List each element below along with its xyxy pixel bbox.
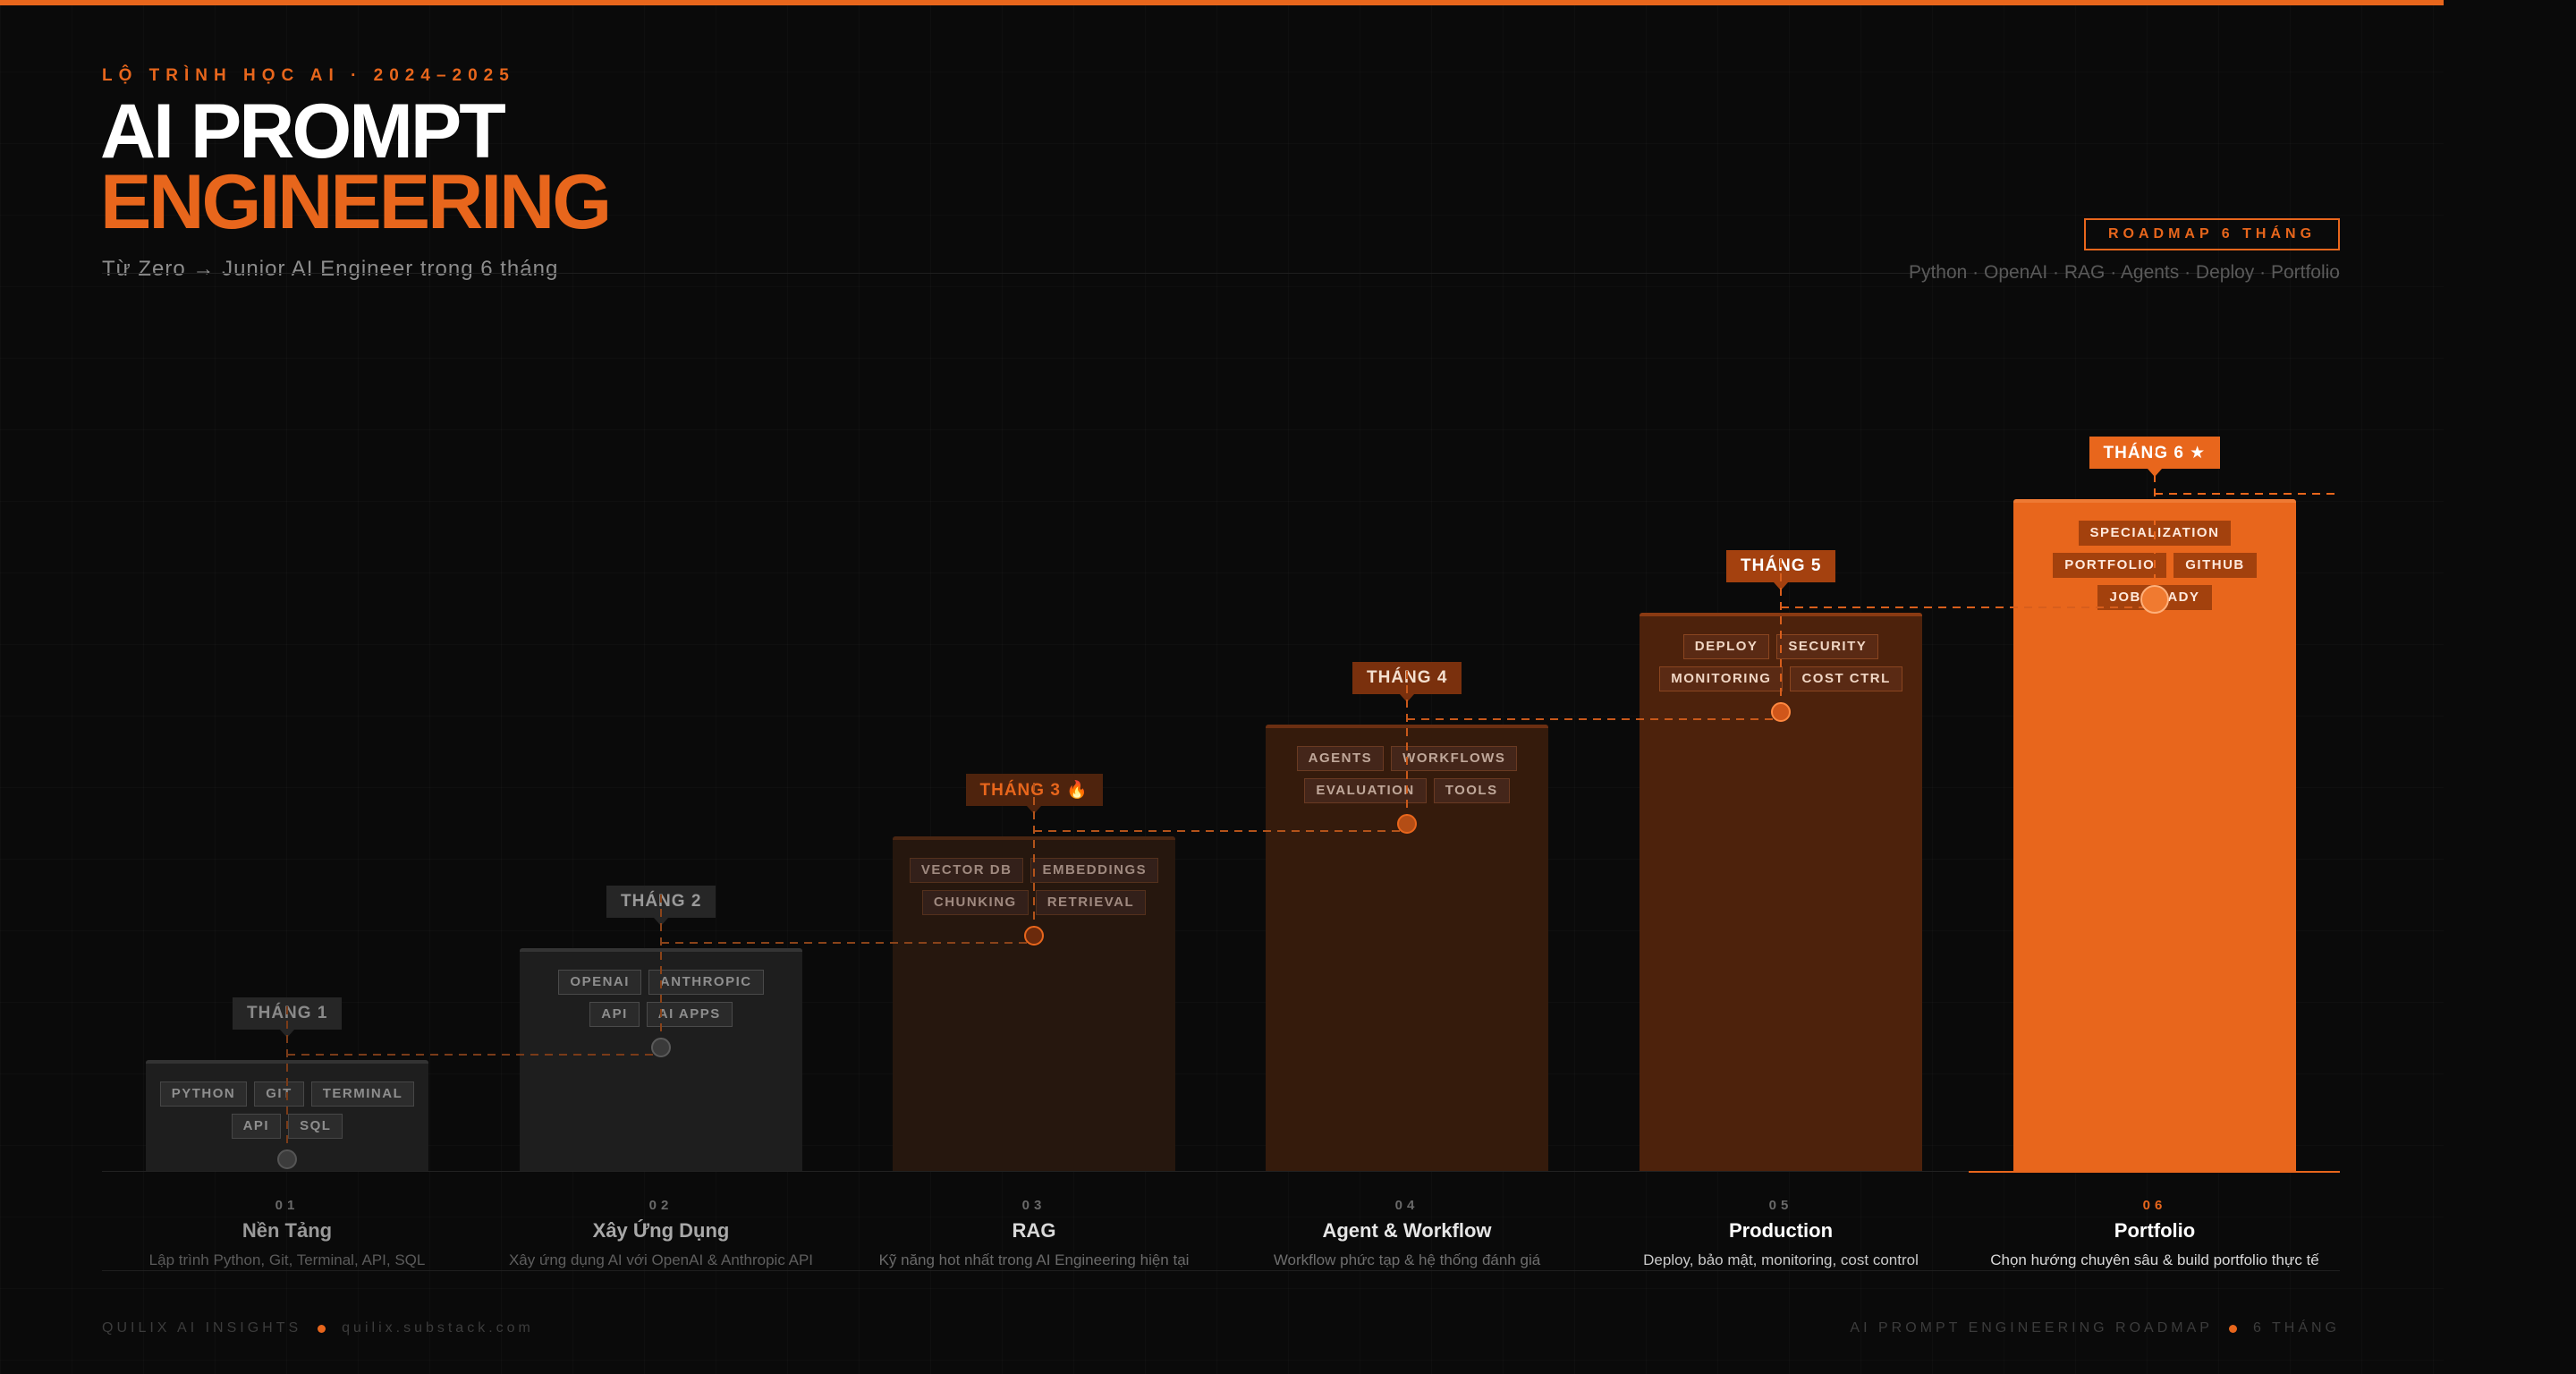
skill-tag: SPECIALIZATION bbox=[2078, 521, 2232, 546]
skill-tag: TOOLS bbox=[1433, 778, 1510, 803]
skill-tag: OPENAI bbox=[558, 970, 641, 995]
tag-list: DEPLOY SECURITY MONITORING COST CTRL bbox=[1640, 634, 1922, 691]
skill-tag: CHUNKING bbox=[921, 890, 1029, 915]
footer-brand-name: QUILIX AI INSIGHTS bbox=[102, 1320, 302, 1336]
skill-tag: TERMINAL bbox=[310, 1081, 415, 1107]
month-number: 02 bbox=[648, 1198, 674, 1213]
skill-tag: COST CTRL bbox=[1790, 666, 1902, 691]
month-number: 03 bbox=[1021, 1198, 1046, 1213]
month-number: 05 bbox=[1768, 1198, 1793, 1213]
skill-tag: SQL bbox=[288, 1114, 343, 1139]
month-bar-6: SPECIALIZATION PORTFOLIO GITHUB JOB READY bbox=[2013, 499, 2296, 1172]
skill-tag: SECURITY bbox=[1776, 634, 1879, 659]
month-bar-2: OPENAI ANTHROPIC API AI APPS bbox=[520, 948, 802, 1172]
page-title-line1: AI PROMPT bbox=[100, 89, 506, 174]
tag-list: PYTHON GIT TERMINAL API SQL bbox=[146, 1081, 428, 1139]
month-name: Nền Tảng bbox=[242, 1219, 333, 1242]
skill-tag: PYTHON bbox=[159, 1081, 248, 1107]
roadmap-badge: ROADMAP 6 THÁNG bbox=[2084, 218, 2340, 250]
month-name: Production bbox=[1728, 1219, 1834, 1242]
month-description: Lập trình Python, Git, Terminal, API, SQ… bbox=[148, 1251, 426, 1268]
skill-tag: EVALUATION bbox=[1304, 778, 1427, 803]
month-description: Chọn hướng chuyên sâu & build portfolio … bbox=[1990, 1251, 2319, 1268]
month-name: Agent & Workflow bbox=[1322, 1219, 1492, 1242]
month-number: 01 bbox=[275, 1198, 300, 1213]
month-bar-5: DEPLOY SECURITY MONITORING COST CTRL bbox=[1640, 613, 1922, 1172]
month-pill-1: THÁNG 1 bbox=[233, 997, 343, 1038]
month-description: Xây ứng dụng AI với OpenAI & Anthropic A… bbox=[508, 1251, 814, 1268]
month-name: Xây Ứng Dụng bbox=[592, 1219, 730, 1242]
dot-icon bbox=[2228, 1324, 2237, 1333]
month-name: Portfolio bbox=[2114, 1219, 2196, 1242]
footer-duration: 6 THÁNG bbox=[2252, 1320, 2340, 1336]
skill-tag: DEPLOY bbox=[1682, 634, 1770, 659]
month-bar-3: VECTOR DB EMBEDDINGS CHUNKING RETRIEVAL bbox=[893, 836, 1175, 1172]
tag-list: SPECIALIZATION PORTFOLIO GITHUB JOB READY bbox=[2013, 521, 2296, 610]
month-pill-5: THÁNG 5 bbox=[1726, 550, 1836, 590]
top-accent-bar bbox=[0, 0, 2444, 5]
skill-tag: API bbox=[589, 1002, 640, 1027]
dot-icon bbox=[318, 1324, 326, 1333]
page-title-line2: ENGINEERING bbox=[100, 159, 612, 245]
month-bar-4: AGENTS WORKFLOWS EVALUATION TOOLS bbox=[1266, 725, 1548, 1172]
skill-tag: VECTOR DB bbox=[909, 858, 1024, 883]
skill-tag: JOB READY bbox=[2097, 585, 2212, 610]
footer-meta: AI PROMPT ENGINEERING ROADMAP 6 THÁNG bbox=[1850, 1320, 2340, 1336]
month-description: Deploy, bảo mật, monitoring, cost contro… bbox=[1643, 1251, 1919, 1268]
skill-tag: ANTHROPIC bbox=[648, 970, 764, 995]
skill-tag: EMBEDDINGS bbox=[1030, 858, 1159, 883]
tag-list: AGENTS WORKFLOWS EVALUATION TOOLS bbox=[1266, 746, 1548, 803]
baseline-divider bbox=[102, 1171, 2340, 1172]
footer-brand: QUILIX AI INSIGHTS quilix.substack.com bbox=[102, 1320, 534, 1336]
month-description: Workflow phức tạp & hệ thống đánh giá bbox=[1273, 1251, 1541, 1268]
header-divider bbox=[102, 273, 2340, 274]
skill-tag: RETRIEVAL bbox=[1035, 890, 1147, 915]
month-pill-4: THÁNG 4 bbox=[1352, 662, 1462, 702]
month-description: Kỹ năng hot nhất trong AI Engineering hi… bbox=[878, 1251, 1190, 1268]
tag-list: OPENAI ANTHROPIC API AI APPS bbox=[520, 970, 802, 1027]
topics-line: Python · OpenAI · RAG · Agents · Deploy … bbox=[1908, 262, 2340, 283]
footer-site-link[interactable]: quilix.substack.com bbox=[342, 1320, 534, 1336]
month-pill-2: THÁNG 2 bbox=[606, 886, 716, 926]
skill-tag: AI APPS bbox=[646, 1002, 733, 1027]
skill-tag: GIT bbox=[254, 1081, 304, 1107]
footer-divider bbox=[102, 1270, 2340, 1271]
eyebrow-label: LỘ TRÌNH HỌC AI · 2024–2025 bbox=[102, 66, 515, 85]
month-bar-1: PYTHON GIT TERMINAL API SQL bbox=[146, 1060, 428, 1172]
skill-tag: MONITORING bbox=[1659, 666, 1784, 691]
tag-list: VECTOR DB EMBEDDINGS CHUNKING RETRIEVAL bbox=[893, 858, 1175, 915]
month-number: 06 bbox=[2142, 1198, 2167, 1213]
footer-title: AI PROMPT ENGINEERING ROADMAP bbox=[1850, 1320, 2213, 1336]
skill-tag: GITHUB bbox=[2174, 553, 2257, 578]
skill-tag: PORTFOLIO bbox=[2053, 553, 2167, 578]
page-subtitle: Từ Zero → Junior AI Engineer trong 6 thá… bbox=[102, 257, 559, 281]
baseline-highlight bbox=[1969, 1171, 2340, 1173]
skill-tag: AGENTS bbox=[1296, 746, 1385, 771]
month-name: RAG bbox=[1012, 1219, 1056, 1242]
month-pill-3: THÁNG 3 🔥 bbox=[965, 774, 1103, 814]
skill-tag: API bbox=[231, 1114, 282, 1139]
skill-tag: WORKFLOWS bbox=[1391, 746, 1518, 771]
month-pill-6: THÁNG 6 ★ bbox=[2089, 437, 2221, 477]
month-number: 04 bbox=[1394, 1198, 1419, 1213]
